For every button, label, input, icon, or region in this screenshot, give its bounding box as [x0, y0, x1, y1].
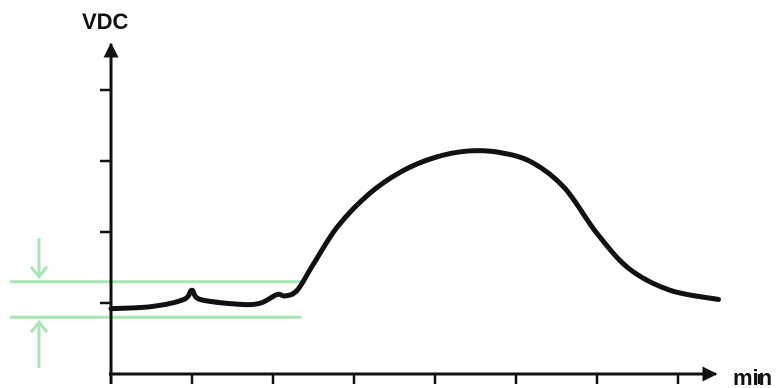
- series-1-line: [108, 148, 721, 312]
- axes: [100, 42, 761, 384]
- y-axis-label: VDC: [82, 9, 129, 34]
- band-arrow-down-head: [29, 265, 49, 280]
- band-arrow-up-head: [29, 319, 49, 334]
- threshold-band: [9, 238, 302, 368]
- series-layer: [108, 148, 721, 312]
- x-axis-label: min: [733, 365, 772, 388]
